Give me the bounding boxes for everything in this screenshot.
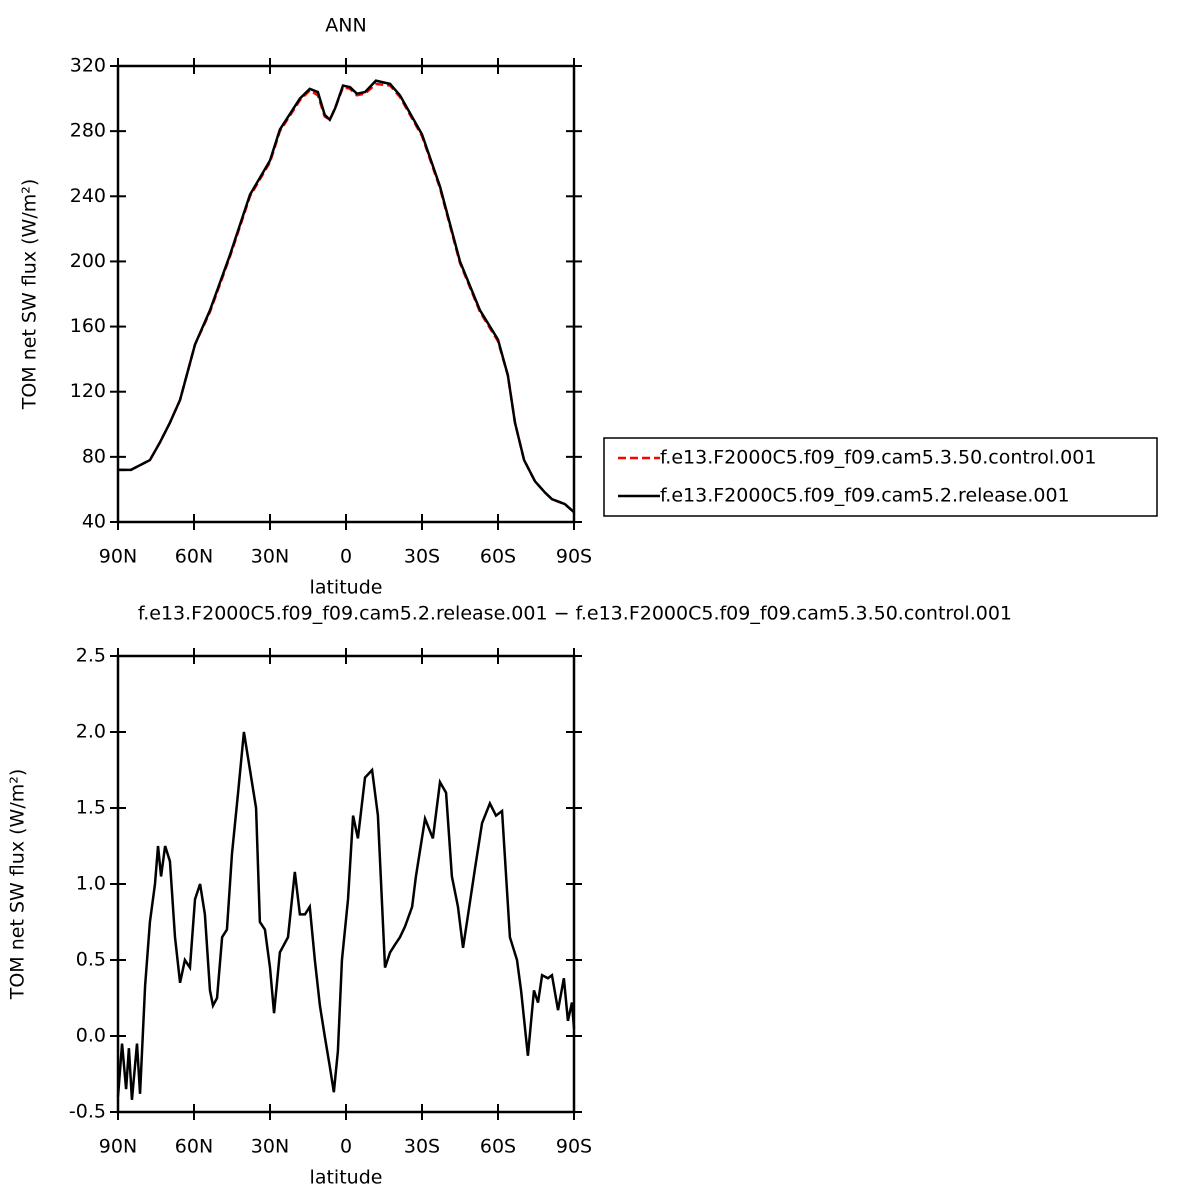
y-tick-label: 160 <box>70 315 106 337</box>
y-tick-label: 0.0 <box>76 1025 106 1047</box>
y-tick-label: 2.0 <box>76 721 106 743</box>
y-tick-label: 1.5 <box>76 797 106 819</box>
data-line <box>118 82 575 514</box>
x-axis-label: latitude <box>310 577 383 599</box>
y-tick-label: 240 <box>70 185 106 207</box>
x-tick-label: 60N <box>175 1136 213 1158</box>
y-tick-label: 200 <box>70 250 106 272</box>
y-tick-label: 40 <box>82 511 106 533</box>
y-tick-label: 80 <box>82 445 106 467</box>
data-line <box>118 79 575 514</box>
x-tick-label: 30S <box>404 1136 440 1158</box>
x-axis-label: latitude <box>310 1167 383 1189</box>
x-tick-label: 60N <box>175 546 213 568</box>
y-tick-label: 2.5 <box>76 645 106 667</box>
y-tick-label: 0.5 <box>76 949 106 971</box>
plot-frame <box>116 64 576 524</box>
x-tick-label: 90N <box>99 1136 137 1158</box>
legend-label: f.e13.F2000C5.f09_f09.cam5.3.50.control.… <box>660 447 1096 469</box>
data-line <box>116 731 576 1100</box>
y-tick-label: 320 <box>70 55 106 77</box>
chart-title: ANN <box>325 15 366 37</box>
y-tick-label: 280 <box>70 120 106 142</box>
plot-frame <box>116 654 576 1114</box>
y-axis-label: TOM net SW flux (W/m²) <box>19 179 41 411</box>
x-tick-label: 90S <box>556 1136 592 1158</box>
x-tick-label: 30N <box>251 1136 289 1158</box>
y-tick-label: 120 <box>70 380 106 402</box>
x-tick-label: 90N <box>99 546 137 568</box>
y-tick-label: 1.0 <box>76 873 106 895</box>
x-tick-label: 60S <box>480 546 516 568</box>
y-tick-label: -0.5 <box>69 1101 106 1123</box>
x-tick-label: 0 <box>340 546 352 568</box>
chart-title: f.e13.F2000C5.f09_f09.cam5.2.release.001… <box>138 603 1012 625</box>
x-tick-label: 90S <box>556 546 592 568</box>
legend-label: f.e13.F2000C5.f09_f09.cam5.2.release.001 <box>660 485 1070 507</box>
x-tick-label: 60S <box>480 1136 516 1158</box>
x-tick-label: 30N <box>251 546 289 568</box>
x-tick-label: 30S <box>404 546 440 568</box>
legend-box <box>603 437 1158 517</box>
x-tick-label: 0 <box>340 1136 352 1158</box>
y-axis-label: TOM net SW flux (W/m²) <box>7 769 29 1001</box>
